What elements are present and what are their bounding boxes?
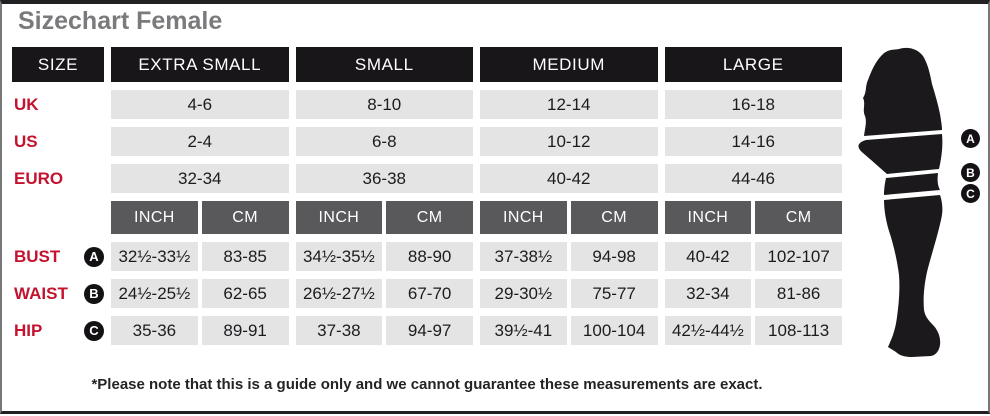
hip-xs-inch: 35-36 bbox=[111, 316, 198, 345]
waist-xs-cm: 62-65 bbox=[201, 279, 289, 308]
row-label-bust: BUST A bbox=[12, 242, 104, 271]
uk-s-value: 8-10 bbox=[295, 90, 473, 119]
row-label-us: US bbox=[14, 131, 38, 151]
page-title: Sizechart Female bbox=[18, 7, 223, 35]
bust-xs-inch: 32½-33½ bbox=[111, 242, 198, 271]
bust-l-cm: 102-107 bbox=[755, 242, 842, 271]
row-label-euro: EURO bbox=[14, 168, 64, 188]
us-s-value: 6-8 bbox=[295, 127, 473, 156]
waist-l-cm: 81-86 bbox=[755, 279, 842, 308]
column-header-extra-small: EXTRA SMALL bbox=[111, 47, 289, 82]
unit-header-medium: INCH CM bbox=[480, 201, 658, 234]
bust-m-cells: 37-38½ 94-98 bbox=[480, 242, 658, 271]
hip-xs-cells: 35-36 89-91 bbox=[111, 316, 289, 345]
bust-s-inch: 34½-35½ bbox=[295, 242, 383, 271]
unit-row-spacer bbox=[12, 201, 104, 234]
marker-badge-c: C bbox=[84, 320, 104, 341]
hip-m-inch: 39½-41 bbox=[480, 316, 567, 345]
us-l-value: 14-16 bbox=[664, 127, 842, 156]
waist-label: WAIST bbox=[14, 283, 68, 303]
column-header-large: LARGE bbox=[664, 47, 842, 82]
waist-m-inch: 29-30½ bbox=[480, 279, 567, 308]
bust-m-inch: 37-38½ bbox=[480, 242, 567, 271]
hip-xs-cm: 89-91 bbox=[201, 316, 289, 345]
waist-xs-inch: 24½-25½ bbox=[111, 279, 198, 308]
waist-s-inch: 26½-27½ bbox=[295, 279, 383, 308]
euro-xs-value: 32-34 bbox=[111, 164, 289, 193]
waist-s-cm: 67-70 bbox=[386, 279, 473, 308]
cm-header: CM bbox=[570, 201, 658, 234]
hip-s-inch: 37-38 bbox=[295, 316, 383, 345]
bust-xs-cm: 83-85 bbox=[201, 242, 289, 271]
euro-l-value: 44-46 bbox=[664, 164, 842, 193]
hip-l-cm: 108-113 bbox=[755, 316, 842, 345]
cm-header: CM bbox=[201, 201, 289, 234]
unit-header-small: INCH CM bbox=[295, 201, 473, 234]
column-header-medium: MEDIUM bbox=[480, 47, 658, 82]
size-header-cell: SIZE bbox=[12, 47, 104, 82]
bust-m-cm: 94-98 bbox=[570, 242, 658, 271]
column-header-small: SMALL bbox=[295, 47, 473, 82]
unit-header-large: INCH CM bbox=[664, 201, 842, 234]
cm-header: CM bbox=[386, 201, 473, 234]
inch-header: INCH bbox=[480, 201, 567, 234]
euro-m-value: 40-42 bbox=[480, 164, 658, 193]
row-label-waist: WAIST B bbox=[12, 279, 104, 308]
bust-l-cells: 40-42 102-107 bbox=[664, 242, 842, 271]
euro-s-value: 36-38 bbox=[295, 164, 473, 193]
bust-label: BUST bbox=[14, 246, 61, 266]
waist-m-cells: 29-30½ 75-77 bbox=[480, 279, 658, 308]
bust-l-inch: 40-42 bbox=[664, 242, 752, 271]
figure-marker-c: C bbox=[961, 184, 980, 203]
guide-footnote: *Please note that this is a guide only a… bbox=[91, 376, 763, 393]
unit-header-extra-small: INCH CM bbox=[111, 201, 289, 234]
size-table: SIZE EXTRA SMALL SMALL MEDIUM LARGE UK 4… bbox=[12, 47, 842, 345]
hip-m-cells: 39½-41 100-104 bbox=[480, 316, 658, 345]
uk-xs-value: 4-6 bbox=[111, 90, 289, 119]
bust-s-cells: 34½-35½ 88-90 bbox=[295, 242, 473, 271]
waist-s-cells: 26½-27½ 67-70 bbox=[295, 279, 473, 308]
uk-l-value: 16-18 bbox=[664, 90, 842, 119]
us-m-value: 10-12 bbox=[480, 127, 658, 156]
hip-l-cells: 42½-44½ 108-113 bbox=[664, 316, 842, 345]
hip-m-cm: 100-104 bbox=[570, 316, 658, 345]
hip-l-inch: 42½-44½ bbox=[664, 316, 752, 345]
bust-s-cm: 88-90 bbox=[386, 242, 473, 271]
waist-m-cm: 75-77 bbox=[570, 279, 658, 308]
row-label-hip: HIP C bbox=[12, 316, 104, 345]
marker-badge-a: A bbox=[84, 246, 104, 267]
figure-marker-a: A bbox=[961, 129, 980, 148]
uk-m-value: 12-14 bbox=[480, 90, 658, 119]
female-figure-silhouette bbox=[858, 47, 943, 357]
inch-header: INCH bbox=[295, 201, 383, 234]
waist-l-cells: 32-34 81-86 bbox=[664, 279, 842, 308]
waist-l-inch: 32-34 bbox=[664, 279, 752, 308]
figure-marker-b: B bbox=[961, 163, 980, 182]
row-label-uk: UK bbox=[14, 94, 39, 114]
hip-s-cells: 37-38 94-97 bbox=[295, 316, 473, 345]
marker-badge-b: B bbox=[84, 283, 104, 304]
inch-header: INCH bbox=[111, 201, 198, 234]
waist-xs-cells: 24½-25½ 62-65 bbox=[111, 279, 289, 308]
hip-s-cm: 94-97 bbox=[386, 316, 473, 345]
inch-header: INCH bbox=[664, 201, 752, 234]
cm-header: CM bbox=[755, 201, 842, 234]
hip-label: HIP bbox=[14, 320, 43, 340]
us-xs-value: 2-4 bbox=[111, 127, 289, 156]
bust-xs-cells: 32½-33½ 83-85 bbox=[111, 242, 289, 271]
